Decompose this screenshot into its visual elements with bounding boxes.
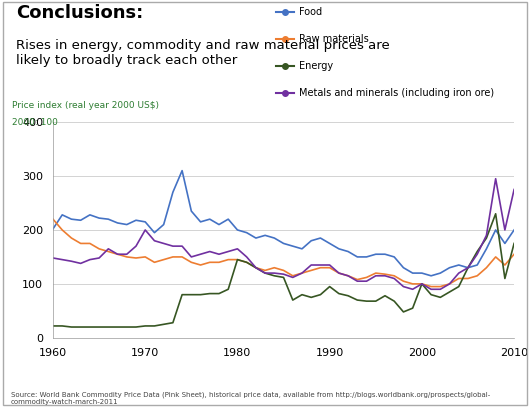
Text: Price index (real year 2000 US$): Price index (real year 2000 US$) (12, 101, 158, 109)
Text: Food: Food (299, 7, 323, 17)
Text: Rises in energy, commodity and raw material prices are
likely to broadly track e: Rises in energy, commodity and raw mater… (16, 39, 390, 67)
Text: Raw materials: Raw materials (299, 34, 369, 44)
Text: Metals and minerals (including iron ore): Metals and minerals (including iron ore) (299, 88, 494, 98)
Text: 2000: 100: 2000: 100 (12, 118, 57, 127)
Text: Conclusions:: Conclusions: (16, 4, 143, 22)
Text: Energy: Energy (299, 61, 333, 71)
Text: Source: World Bank Commodity Price Data (Pink Sheet), historical price data, ava: Source: World Bank Commodity Price Data … (11, 392, 490, 405)
